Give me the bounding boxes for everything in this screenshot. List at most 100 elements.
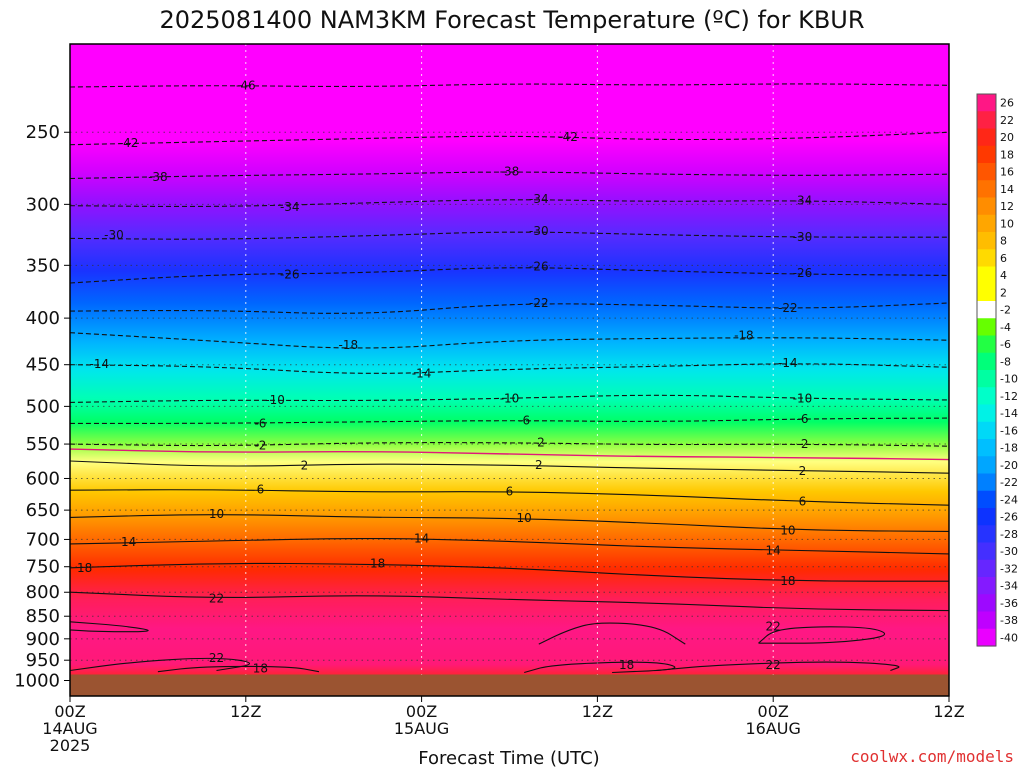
- colorbar-swatch: [977, 283, 996, 302]
- y-tick-label: 600: [26, 468, 60, 489]
- contour-label: 14: [766, 544, 781, 558]
- colorbar-swatch: [977, 370, 996, 388]
- colorbar-swatch: [977, 214, 996, 233]
- colorbar-tick-label: 8: [1000, 235, 1007, 248]
- contour-label: -10: [265, 393, 285, 407]
- x-tick-label: 16AUG: [745, 719, 800, 738]
- contour-label: -46: [236, 78, 256, 92]
- contour-label: -6: [797, 412, 809, 426]
- colorbar: 26 22 20 18 16 14 12 10 8 6 4 2 -2 -4 -6 -8 -10 -12 -14 -16…: [976, 93, 1018, 647]
- contour-line: [70, 514, 949, 532]
- x-tick-label: 12Z: [230, 702, 261, 721]
- y-tick-label: 700: [26, 529, 60, 550]
- chart-title: 2025081400 NAM3KM Forecast Temperature (…: [159, 6, 864, 34]
- colorbar-tick-label: -22: [1000, 476, 1018, 489]
- y-tick-label: 450: [26, 355, 60, 376]
- colorbar-tick-label: -38: [1000, 614, 1018, 627]
- colorbar-tick-label: -10: [1000, 373, 1018, 386]
- contour-line: [70, 621, 149, 633]
- colorbar-swatch: [977, 628, 996, 647]
- contour-label: -34: [529, 192, 549, 206]
- contour-line: [70, 131, 949, 146]
- contour-line: [70, 171, 949, 180]
- colorbar-swatch: [977, 94, 996, 112]
- contour-label: 18: [780, 574, 795, 588]
- contour-label: 2: [535, 458, 543, 472]
- colorbar-swatch: [977, 559, 996, 578]
- y-tick-label: 550: [26, 434, 60, 455]
- contour-label: 18: [253, 661, 268, 675]
- contour-label: -18: [734, 329, 754, 343]
- contour-label: -26: [529, 259, 549, 273]
- colorbar-tick-label: 10: [1000, 217, 1014, 230]
- contour-label: -22: [778, 301, 798, 315]
- colorbar-swatch: [977, 145, 996, 164]
- colorbar-swatch: [977, 456, 996, 475]
- x-tick-label: 00Z: [54, 702, 85, 721]
- colorbar-frame: [976, 93, 997, 647]
- contour-label: 22: [766, 658, 781, 672]
- colorbar-tick-label: -32: [1000, 562, 1018, 575]
- contour-line: [70, 657, 251, 672]
- colorbar-swatch: [977, 594, 996, 613]
- contour-line: [70, 83, 949, 88]
- colorbar-tick-label: -6: [1000, 338, 1011, 351]
- contour-label: -30: [793, 230, 813, 244]
- colorbar-swatch: [977, 404, 996, 423]
- colorbar-swatch: [977, 525, 996, 544]
- contour-label: -38: [500, 164, 520, 178]
- colorbar-tick-label: -40: [1000, 631, 1018, 644]
- x-tick-label: 00Z: [758, 702, 789, 721]
- colorbar-tick-label: 16: [1000, 166, 1014, 179]
- colorbar-tick-label: -16: [1000, 424, 1018, 437]
- y-tick-label: 850: [26, 606, 60, 627]
- colorbar-swatch: [977, 266, 996, 285]
- contour-line: [70, 394, 949, 403]
- colorbar-swatch: [977, 439, 996, 457]
- colorbar-swatch: [977, 232, 996, 250]
- colorbar-swatch: [977, 473, 996, 492]
- colorbar-swatch: [977, 421, 996, 440]
- y-tick-label: 650: [26, 500, 60, 521]
- colorbar-tick-label: -34: [1000, 580, 1018, 593]
- colorbar-swatch: [977, 387, 996, 406]
- contour-label: 18: [77, 561, 92, 575]
- contour-line: [70, 332, 949, 349]
- x-tick-label: 14AUG: [42, 719, 97, 738]
- plot-area: -46-42 -42-38 -38-34-34 -34-30 -30 -30-26-26-…: [70, 44, 949, 696]
- contour-label: -18: [339, 338, 359, 352]
- colorbar-tick-label: -24: [1000, 493, 1018, 506]
- y-axis: 2503003504004505005506006507007508008509…: [14, 122, 70, 691]
- colorbar-swatch: [977, 249, 996, 268]
- temperature-field: [70, 44, 949, 696]
- contour-label: 18: [370, 557, 385, 571]
- contour-label: 10: [780, 523, 795, 537]
- colorbar-tick-label: -12: [1000, 390, 1018, 403]
- y-tick-label: 250: [26, 122, 60, 143]
- colorbar-swatch: [977, 197, 996, 216]
- contour-label: 14: [121, 535, 136, 549]
- contour-line: [70, 460, 949, 474]
- colorbar-tick-label: 4: [1000, 269, 1007, 282]
- colorbar-tick-label: -14: [1000, 407, 1018, 420]
- contour-line: [70, 199, 949, 208]
- y-tick-label: 750: [26, 557, 60, 578]
- contour-label: -6: [254, 416, 266, 430]
- contour-label: -6: [518, 413, 530, 427]
- y-tick-label: 950: [26, 650, 60, 671]
- ground-area: [70, 674, 949, 696]
- contour-line: [655, 661, 900, 672]
- contour-line: [70, 538, 949, 555]
- contour-label: 22: [209, 592, 224, 606]
- contour-label: 6: [257, 483, 265, 497]
- contour-line: [70, 267, 949, 284]
- colorbar-swatch: [977, 611, 996, 630]
- colorbar-tick-label: 20: [1000, 131, 1014, 144]
- contour-line: [157, 665, 320, 673]
- contour-line: [70, 363, 949, 374]
- colorbar-tick-label: 18: [1000, 148, 1014, 161]
- colorbar-tick-label: -36: [1000, 597, 1018, 610]
- contour-label: 2: [799, 464, 807, 478]
- contour-label: -34: [280, 200, 300, 214]
